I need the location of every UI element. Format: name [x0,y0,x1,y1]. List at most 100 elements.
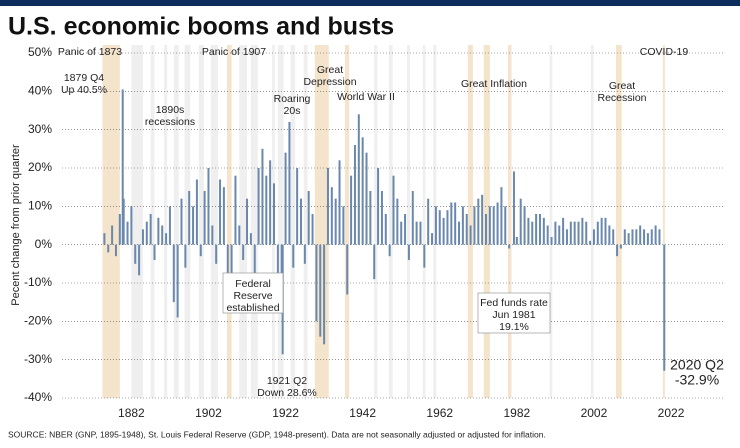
y-tick-label: 20% [28,160,52,174]
bar [230,244,233,280]
y-tick-label: 30% [28,122,52,136]
bar [504,206,507,245]
bar [519,198,522,245]
bar [118,214,121,245]
bar [585,221,588,245]
bar [346,244,349,295]
bar [253,244,256,276]
annotation: World War II [337,91,395,103]
bar [608,225,611,245]
bar [203,191,206,245]
bar [369,191,372,245]
bar [404,214,407,245]
annotation: Great Inflation [461,78,527,90]
annotation: Panic of 1873 [58,46,122,58]
annotation: Great [609,80,635,92]
y-tick-label: 50% [28,45,52,59]
bar [288,122,291,245]
bar [650,229,653,245]
bar [663,244,666,371]
major-recession [662,45,665,398]
bar [508,244,511,249]
bar [184,244,187,268]
bar [592,229,595,245]
x-tick-label: 2002 [581,406,608,420]
bar [512,171,515,245]
bar [226,244,229,283]
bar [319,244,322,337]
annotation: 1890s [156,104,185,116]
bar [261,148,264,245]
bar [400,221,403,245]
major-recession [467,45,473,398]
bar [130,206,133,245]
minor-recession [303,45,308,398]
x-tick-label: 1982 [503,406,530,420]
y-tick-label: -30% [24,352,52,366]
annotation: Recession [597,92,646,104]
bar [454,202,457,245]
bar [392,175,395,245]
minor-recession [277,45,284,398]
bar [242,244,245,260]
bar [485,214,488,245]
bar [353,145,356,245]
minor-recession [131,45,143,398]
bar [380,191,383,245]
major-recession [102,45,120,398]
y-tick-label: 10% [28,199,52,213]
major-recession [314,45,329,398]
bar [103,233,106,245]
bar [121,89,124,245]
bars [103,89,666,371]
bar [265,175,268,245]
annotation: 2020 Q2 [670,357,724,373]
minor-recession [198,45,204,398]
bar [643,229,646,245]
bar [215,244,218,264]
bar [238,225,241,245]
annotation: Depression [303,76,356,88]
bar [627,233,630,245]
bar [500,187,503,245]
bar [299,198,302,245]
bar [199,244,202,257]
bar [153,244,156,260]
bar [396,198,399,245]
bar [188,191,191,245]
bar [589,240,592,245]
bar [481,194,484,245]
bar [515,237,518,245]
bar [330,187,333,245]
bar [619,244,622,249]
annotation: Reserve [233,290,272,302]
bar [292,244,295,268]
bar [311,214,314,245]
annotation: 1921 Q2 [267,375,307,387]
annotation: 20s [284,105,301,117]
minor-recession [406,45,411,398]
annotation: -32.9% [675,372,719,388]
bar [334,198,337,245]
bar [434,206,437,245]
bar [639,225,642,245]
bar [161,225,164,245]
source-note: SOURCE: NBER (GNP, 1895-1948), St. Louis… [8,429,546,439]
annotation: Fed funds rate [480,297,548,309]
bar [565,229,568,245]
bar [446,210,449,245]
bar [415,221,418,245]
minor-recession [290,45,296,398]
bar [550,237,553,245]
bar [635,229,638,245]
bar [195,179,198,245]
bar [246,198,249,245]
bar [596,221,599,245]
annotation: Great [317,64,343,76]
bar [207,168,210,245]
annotation: established [226,302,279,314]
bar [442,217,445,245]
annotation: Federal [235,278,271,290]
